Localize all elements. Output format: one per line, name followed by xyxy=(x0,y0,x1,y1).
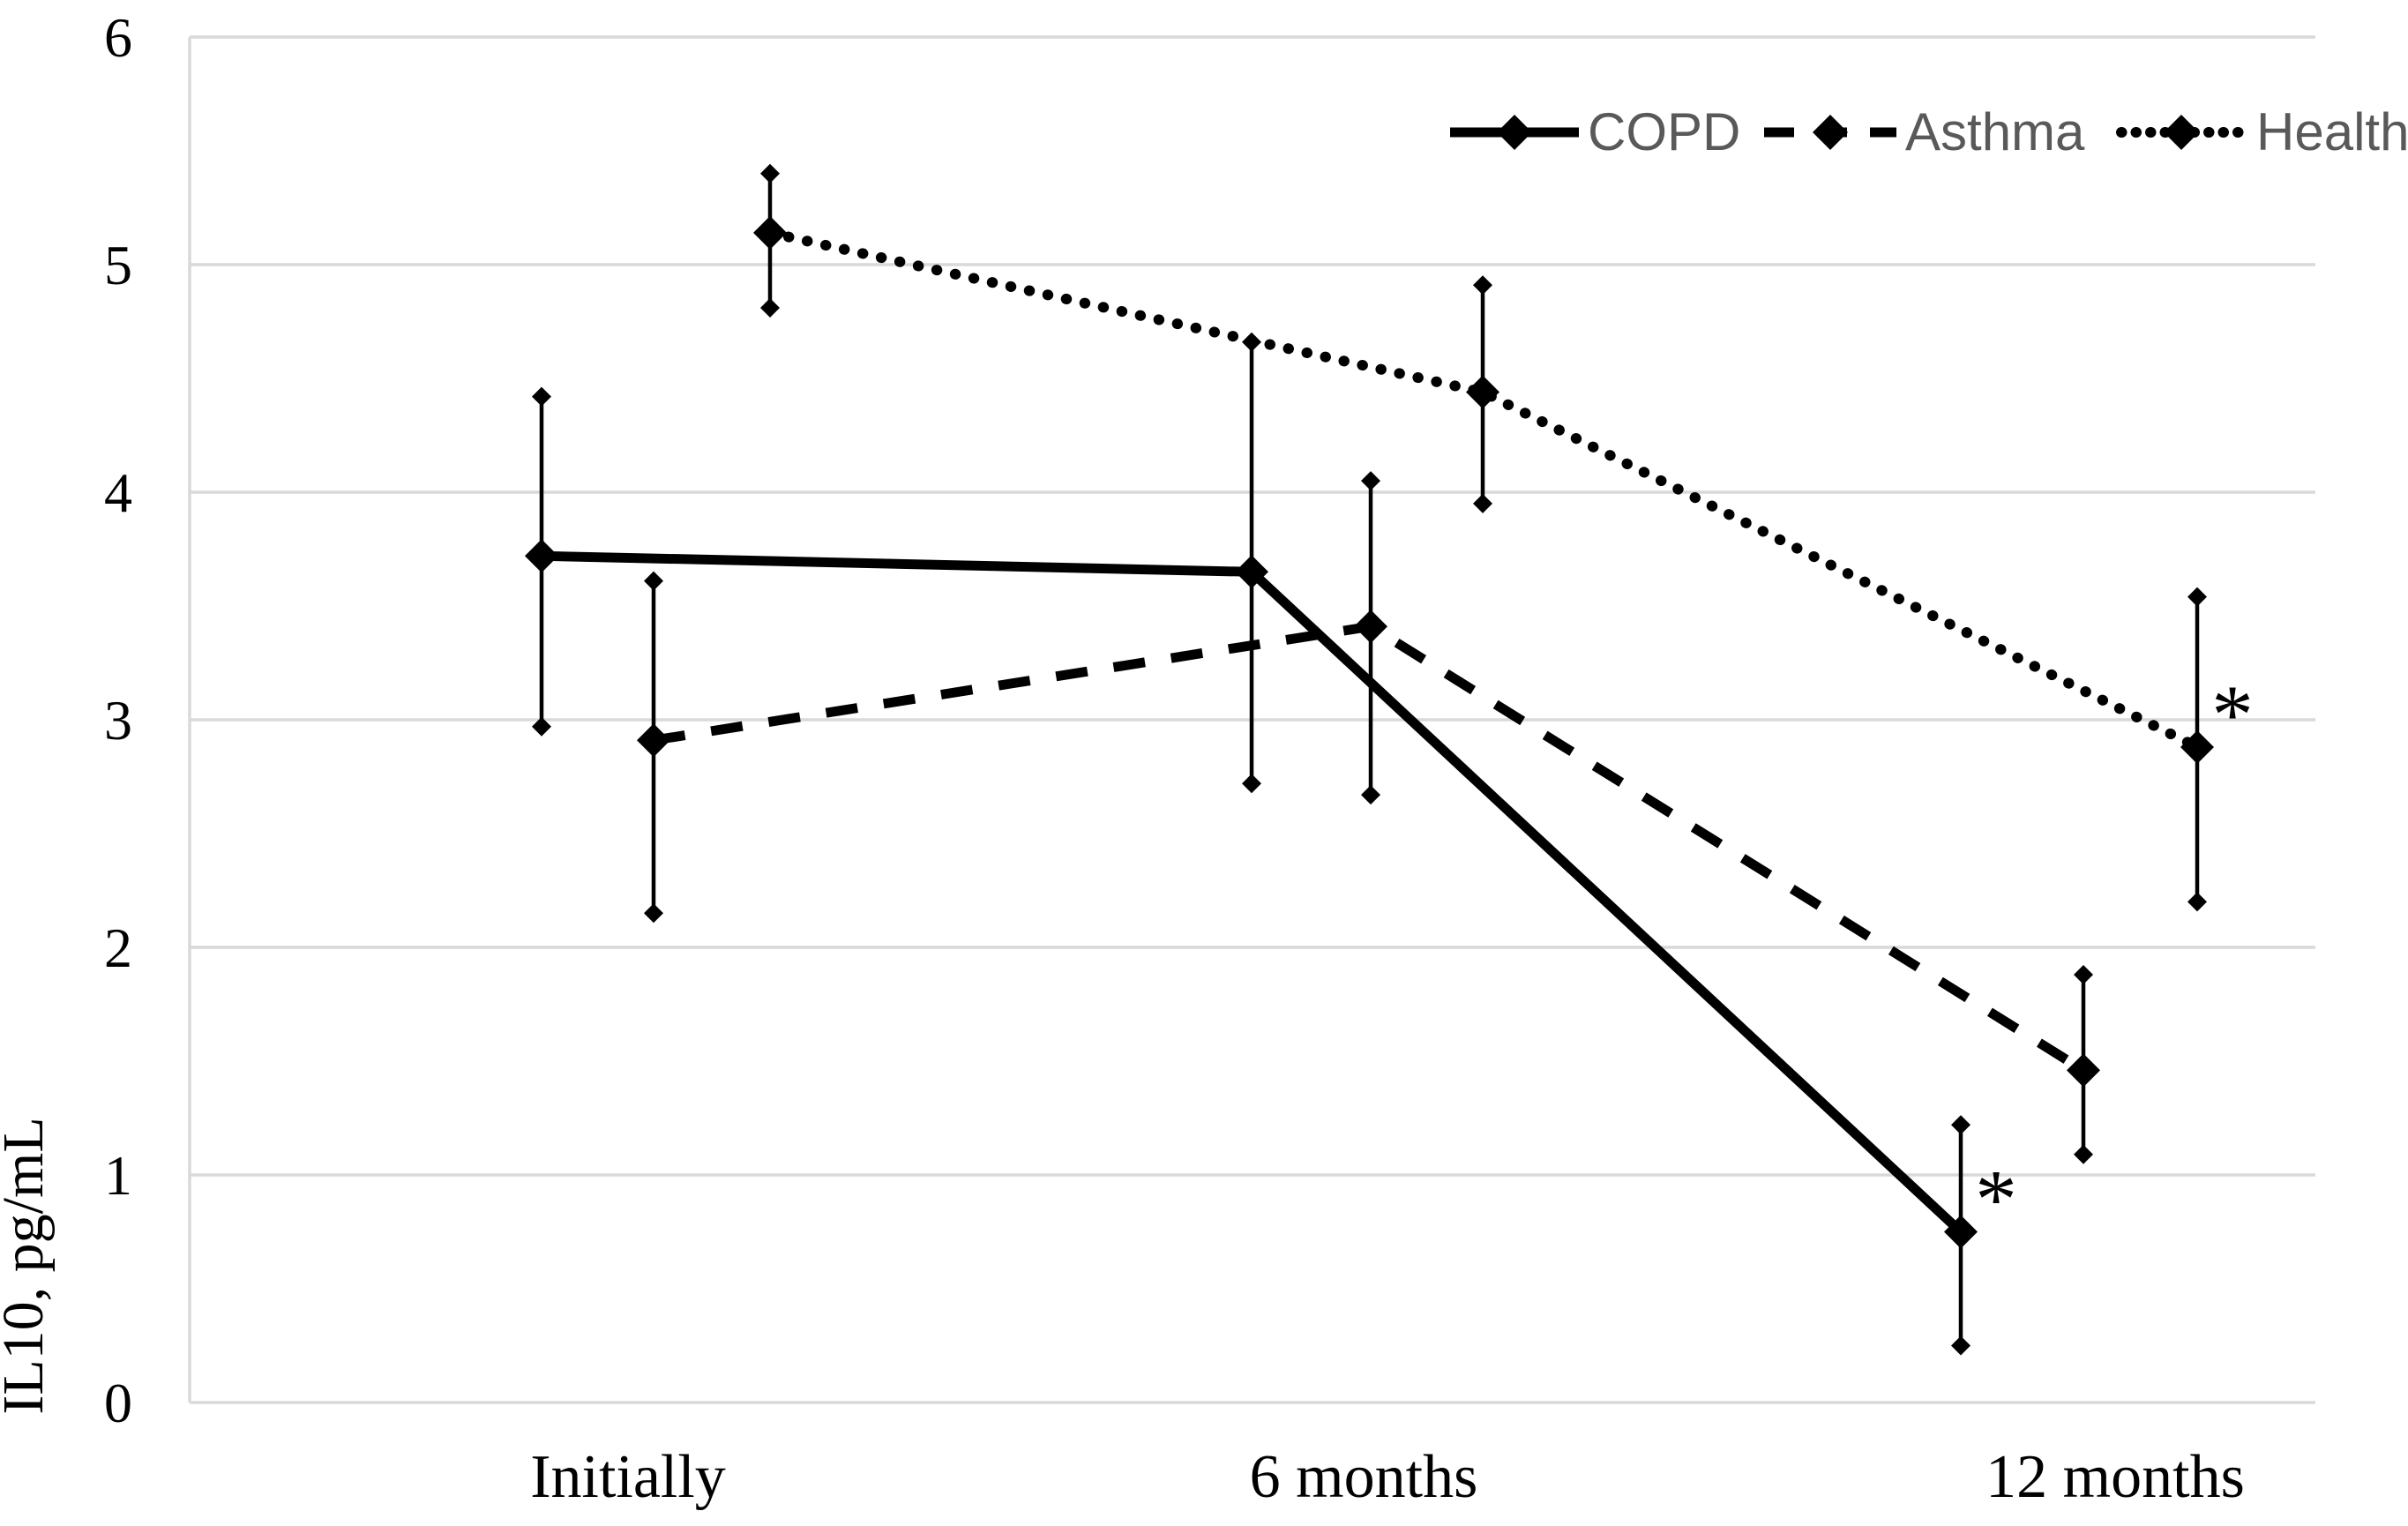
data-point-health-12-months xyxy=(2180,729,2214,764)
error-bar-cap-bottom xyxy=(644,903,663,924)
error-bar-cap-bottom xyxy=(1242,774,1261,794)
x-category-label: Initially xyxy=(530,1443,726,1511)
legend-group: COPD Asthma Health xyxy=(1450,102,2408,161)
data-point-health-6-months xyxy=(1466,375,1499,409)
error-bar-cap-top xyxy=(1951,1115,1971,1135)
y-tick-label: 2 xyxy=(104,916,132,979)
y-tick-label: 4 xyxy=(104,461,132,524)
legend-marker-diamond-icon xyxy=(2164,115,2199,150)
error-bar-cap-top xyxy=(1361,471,1380,491)
legend-item-copd: COPD xyxy=(1450,102,1740,161)
error-bar-cap-bottom xyxy=(1473,493,1492,513)
error-bar-cap-bottom xyxy=(760,298,780,318)
data-point-asthma-12-months xyxy=(2067,1053,2100,1088)
y-tick-label: 0 xyxy=(104,1372,132,1434)
error-bar-cap-bottom xyxy=(1361,785,1380,805)
legend-item-health: Health xyxy=(2116,102,2408,161)
x-category-labels-group: Initially 6 months 12 months xyxy=(530,1443,2245,1511)
markers-group: ** xyxy=(525,215,2254,1249)
legend-item-asthma: Asthma xyxy=(1764,102,2085,161)
series-line-health xyxy=(765,227,2202,752)
y-axis-title: IL10, pg/mL xyxy=(0,1117,56,1414)
error-bar-cap-bottom xyxy=(2074,1144,2093,1164)
legend-label: Asthma xyxy=(1905,102,2085,161)
x-category-label: 6 months xyxy=(1250,1443,1478,1511)
error-bar-cap-top xyxy=(2187,587,2207,607)
legend-marker-diamond-icon xyxy=(1497,115,1532,150)
significance-asterisk-health: * xyxy=(2211,668,2254,761)
error-bar-cap-bottom xyxy=(1951,1335,1971,1356)
y-tick-label: 3 xyxy=(104,689,132,752)
data-point-asthma-6-months xyxy=(1354,610,1387,644)
y-tick-label: 1 xyxy=(104,1144,132,1207)
y-tick-label: 6 xyxy=(104,6,132,69)
data-point-copd-12-months xyxy=(1944,1215,1978,1249)
data-point-health-initially xyxy=(753,215,787,250)
error-bar-cap-bottom xyxy=(532,716,551,737)
significance-asterisk-copd: * xyxy=(1975,1153,2017,1246)
data-point-copd-6-months xyxy=(1235,555,1268,589)
data-point-asthma-initially xyxy=(637,723,670,758)
data-point-copd-initially xyxy=(525,539,558,573)
legend-label: Health xyxy=(2256,102,2408,161)
error-bar-cap-top xyxy=(760,163,780,183)
y-tick-label: 5 xyxy=(104,234,132,296)
x-category-label: 12 months xyxy=(1985,1443,2245,1511)
legend-label: COPD xyxy=(1588,102,1740,161)
error-bar-cap-top xyxy=(644,571,663,591)
error-bar-cap-bottom xyxy=(2187,892,2207,912)
error-bar-cap-top xyxy=(1473,275,1492,295)
error-bar-cap-top xyxy=(2074,964,2093,984)
error-bar-cap-top xyxy=(532,386,551,407)
legend-marker-diamond-icon xyxy=(1813,115,1848,150)
y-tick-labels-group: 0 1 2 3 4 5 6 xyxy=(104,6,132,1434)
